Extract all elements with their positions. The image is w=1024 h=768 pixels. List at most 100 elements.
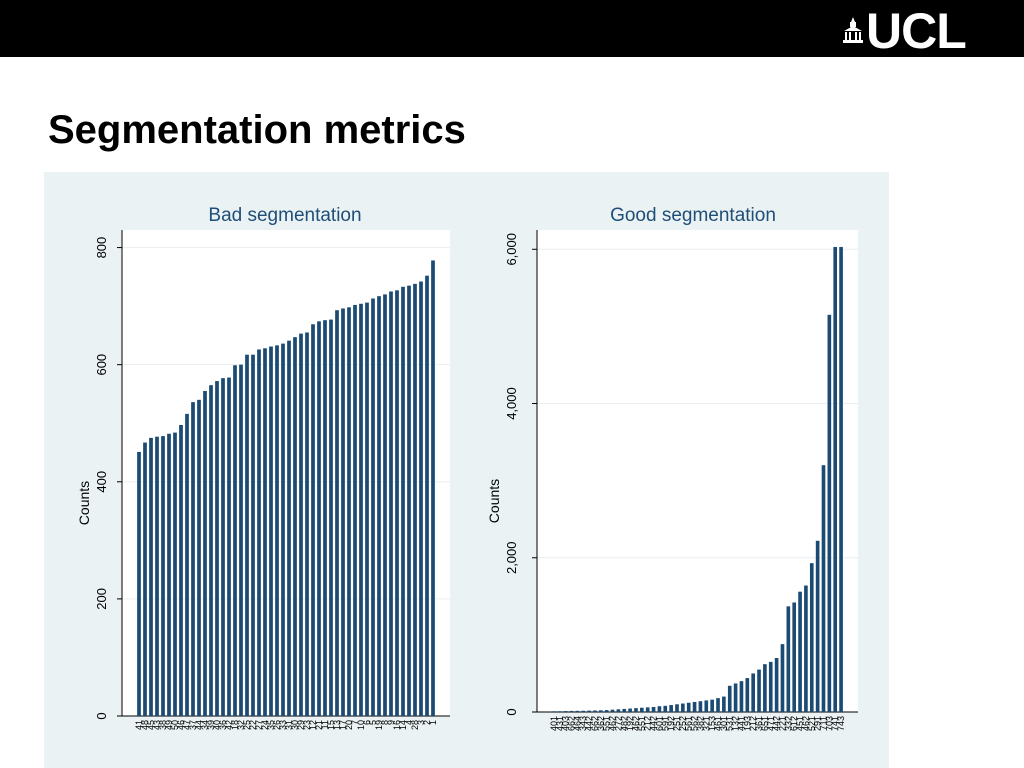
category-label: 23: [302, 720, 312, 730]
bar: [203, 391, 207, 716]
category-label: 44: [194, 720, 204, 730]
bar: [197, 399, 201, 716]
bar: [604, 710, 609, 712]
category-label: 431: [555, 716, 565, 731]
category-label: 703: [824, 716, 834, 731]
category-label: 343: [578, 716, 588, 731]
bar: [815, 540, 820, 712]
bar: [786, 606, 791, 712]
bar: [628, 708, 632, 712]
category-label: 462: [801, 716, 811, 731]
category-label: 442: [584, 716, 594, 731]
bar: [341, 308, 345, 716]
category-label: 39: [206, 720, 216, 730]
category-label: 401: [549, 716, 559, 731]
category-label: 21: [314, 720, 324, 730]
y-tick-label: 4,000: [504, 387, 519, 420]
bar: [698, 701, 703, 712]
bar: [401, 286, 405, 716]
category-label: 212: [748, 716, 758, 731]
category-label: 301: [719, 716, 729, 731]
category-label: 3: [416, 720, 426, 725]
bar: [419, 281, 423, 716]
category-label: 25: [242, 720, 252, 730]
category-label: 20: [344, 720, 354, 730]
category-label: 442: [772, 716, 782, 731]
category-label: 251: [672, 716, 682, 731]
y-tick-label: 600: [94, 354, 109, 376]
bar: [311, 324, 315, 716]
bar: [768, 661, 773, 712]
category-label: 2: [422, 720, 432, 725]
bar: [675, 704, 679, 712]
bar: [640, 707, 644, 712]
category-label: 153: [707, 716, 717, 731]
bar: [804, 585, 808, 712]
bar: [221, 378, 225, 716]
category-label: 47: [182, 720, 192, 730]
bar: [383, 294, 387, 716]
category-label: 32: [236, 720, 246, 730]
category-label: 711: [818, 716, 828, 730]
category-label: 26: [272, 720, 282, 730]
bar: [733, 683, 738, 712]
bar: [692, 701, 697, 712]
slide-title: Segmentation metrics: [48, 108, 466, 152]
bar: [704, 700, 709, 712]
bar: [780, 644, 785, 712]
bar: [287, 340, 291, 716]
category-label: 18: [230, 720, 240, 730]
chart-title: Bad segmentation: [208, 205, 361, 226]
bar: [155, 436, 159, 716]
bar: [239, 364, 243, 716]
bar: [593, 710, 597, 712]
bar: [137, 451, 141, 716]
bar: [185, 413, 189, 716]
bar: [552, 711, 556, 712]
bar: [645, 707, 650, 712]
chart-bad-segmentation: 0200400600800414845433849504647374434394…: [76, 205, 450, 730]
category-label: 462: [608, 716, 618, 731]
category-label: 30: [290, 720, 300, 730]
bar: [757, 669, 761, 712]
chart-title: Good segmentation: [610, 205, 776, 226]
bar: [191, 402, 195, 716]
bar: [651, 706, 656, 712]
y-tick-label: 0: [504, 708, 519, 715]
category-label: 192: [666, 716, 676, 731]
chart-figure: 0 200 400 600 800 41 48 45 43 38 49 50 46 47 37 44 34 39 4…: [44, 172, 889, 768]
category-label: 16: [392, 720, 402, 730]
bar: [716, 698, 720, 712]
bar: [161, 436, 165, 716]
category-label: 551: [602, 716, 612, 731]
category-label: 17: [338, 720, 348, 730]
category-label: 561: [684, 716, 694, 731]
bar: [827, 314, 832, 712]
bar: [581, 710, 586, 712]
category-label: 38: [158, 720, 168, 730]
category-label: 48: [140, 720, 150, 730]
category-label: 521: [807, 716, 817, 731]
bar: [598, 710, 603, 712]
bar: [839, 246, 843, 712]
category-label: 36: [218, 720, 228, 730]
category-label: 441: [736, 716, 746, 731]
category-label: 45: [146, 720, 156, 730]
y-axis-label: Counts: [76, 481, 92, 525]
bar: [347, 307, 351, 716]
bar: [167, 433, 171, 716]
bar: [371, 298, 375, 716]
category-label: 49: [164, 720, 174, 730]
bar: [335, 310, 339, 716]
charts-canvas: 0200400600800414845433849504647374434394…: [76, 205, 858, 731]
bar: [616, 709, 621, 712]
category-label: 291: [813, 716, 823, 731]
category-label: 442: [649, 716, 659, 731]
category-label: 4: [404, 720, 414, 725]
category-label: 192: [625, 716, 635, 731]
bar: [663, 705, 668, 712]
category-label: 471: [766, 716, 776, 731]
category-label: 591: [660, 716, 670, 731]
bar: [299, 333, 303, 716]
category-label: 6: [362, 720, 372, 725]
